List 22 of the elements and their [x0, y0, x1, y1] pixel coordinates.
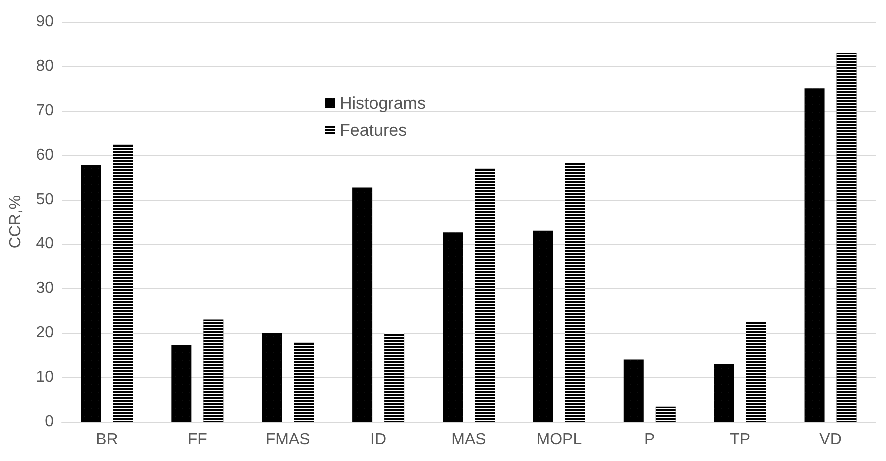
x-tick-label: MOPL — [536, 432, 582, 448]
y-axis-title: CCR,% — [8, 195, 24, 249]
y-tick-label: 90 — [36, 14, 54, 30]
x-tick-label: BR — [96, 432, 118, 448]
y-tick-label: 60 — [36, 146, 54, 164]
legend-label: Features — [340, 121, 408, 140]
y-tick-label: 50 — [36, 191, 54, 208]
x-tick-label: FF — [188, 432, 208, 448]
x-tick-label: MAS — [452, 432, 486, 448]
y-tick-label: 40 — [36, 236, 54, 253]
x-tick-label: ID — [370, 432, 387, 448]
x-tick-label: TP — [730, 432, 751, 448]
y-tick-label: 20 — [36, 324, 54, 342]
y-tick-label: 0 — [45, 414, 54, 430]
y-tick-label: 70 — [36, 102, 54, 120]
y-tick-label: 30 — [36, 280, 54, 298]
y-tick-label: 80 — [36, 58, 54, 75]
legend-label: Histograms — [340, 94, 426, 113]
x-tick-label: P — [644, 432, 656, 448]
x-tick-label: VD — [820, 432, 842, 448]
x-tick-label: FMAS — [266, 432, 310, 448]
y-tick-label: 10 — [36, 369, 54, 386]
